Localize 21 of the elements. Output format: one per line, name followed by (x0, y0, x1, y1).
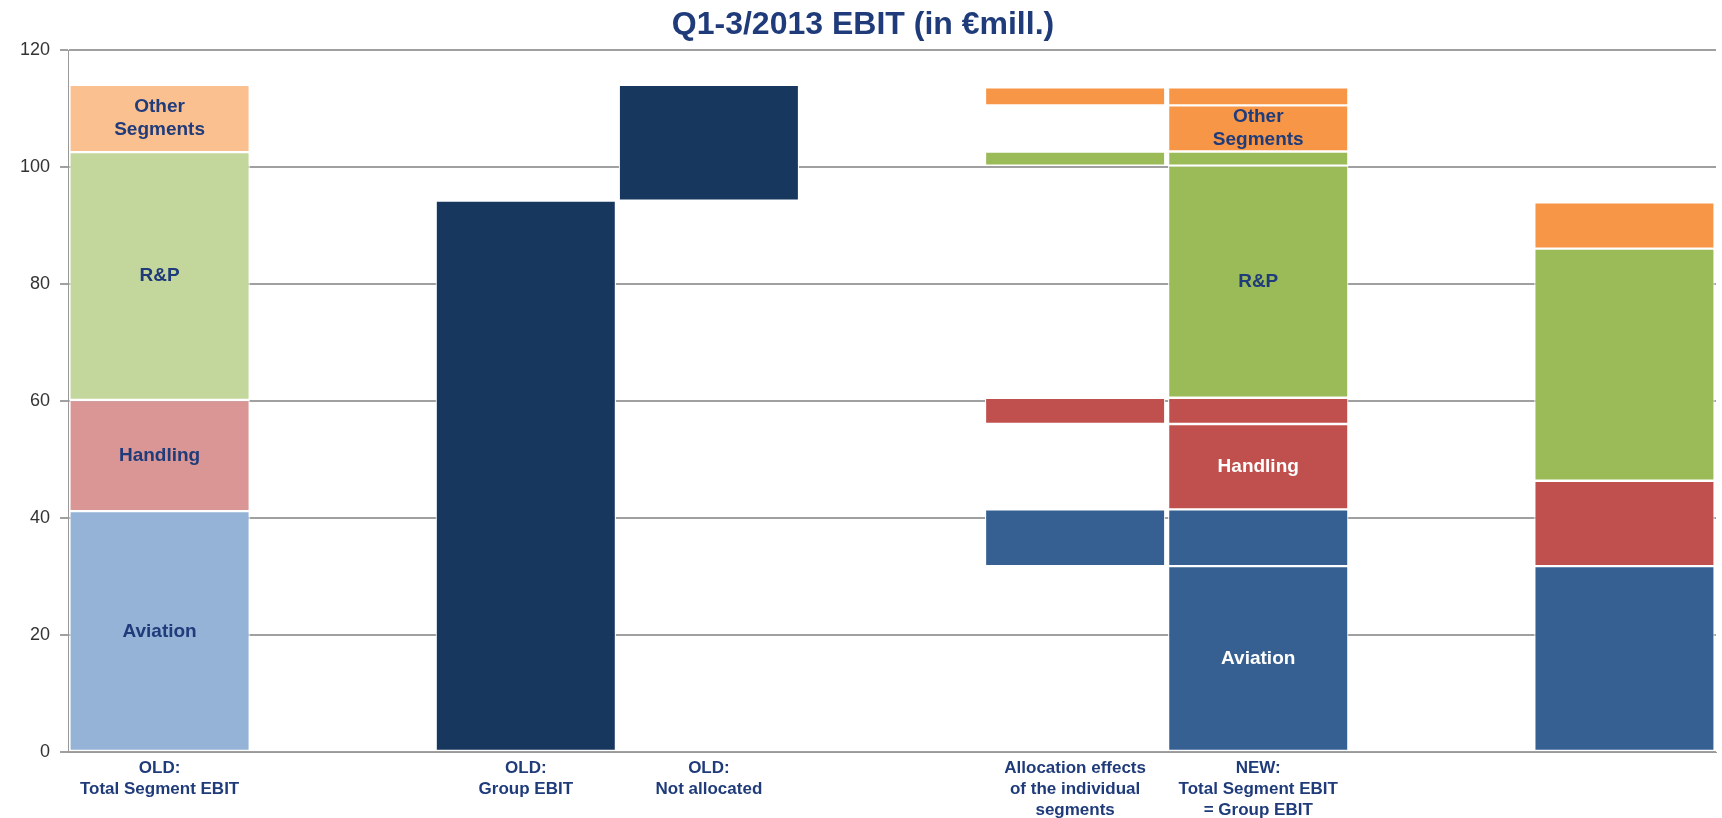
y-tick-label: 80 (30, 273, 51, 294)
text: Aviation (1221, 647, 1296, 669)
x-tick-label: OLD: Group EBIT (478, 758, 574, 799)
chart-title: Q1-3/2013 EBIT (in €mill.) (671, 5, 1055, 42)
series-label: Handling (1217, 454, 1299, 476)
y-tick-label: 60 (30, 390, 51, 411)
y-tick-label: 0 (40, 740, 51, 761)
text: Other Segments (114, 95, 205, 140)
series-label: Other Segments (1212, 105, 1304, 150)
y-tick-label: 20 (30, 624, 51, 645)
series-label: Aviation (122, 619, 197, 641)
text: R&P (1238, 269, 1279, 291)
x-tick-label: Allocation effects of the individual segments (1004, 758, 1146, 818)
y-tick-label: 40 (30, 507, 51, 528)
x-tick-label: NEW: Total Segment EBIT = Group EBIT (1178, 758, 1339, 818)
y-tick-label: 120 (19, 39, 51, 60)
x-tick-label: OLD: Total Segment EBIT (79, 758, 240, 799)
text: Handling (118, 443, 201, 465)
y-tick-label: 100 (19, 156, 51, 177)
x-tick-label: OLD: Not allocated (655, 758, 763, 799)
series-label: R&P (139, 264, 180, 286)
